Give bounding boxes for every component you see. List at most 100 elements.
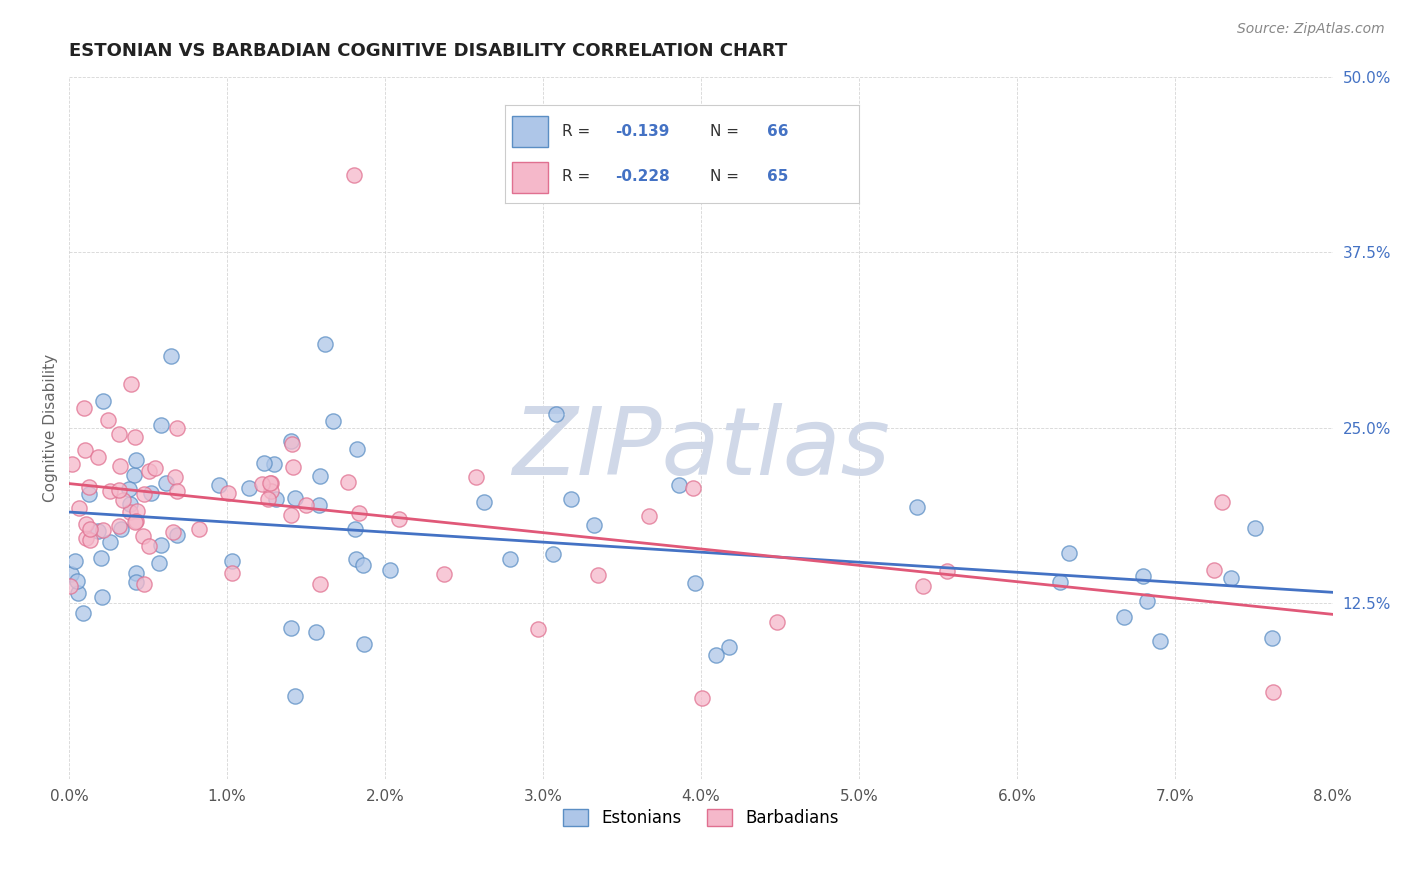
Point	[546, 407, 568, 421]
Point	[118, 497, 141, 511]
Point	[160, 349, 183, 363]
Point	[465, 470, 488, 484]
Point	[256, 491, 278, 506]
Point	[1136, 594, 1159, 608]
Point	[259, 475, 281, 490]
Point	[79, 522, 101, 536]
Point	[264, 491, 287, 506]
Point	[668, 477, 690, 491]
Point	[76, 531, 98, 545]
Point	[766, 615, 789, 629]
Point	[66, 586, 89, 600]
Point	[1243, 521, 1265, 535]
Point	[139, 486, 162, 500]
Point	[704, 648, 727, 662]
Point	[221, 554, 243, 568]
Point	[118, 482, 141, 496]
Point	[66, 574, 89, 588]
Point	[586, 567, 609, 582]
Point	[280, 434, 302, 448]
Point	[138, 540, 160, 554]
Point	[682, 481, 704, 495]
Point	[138, 464, 160, 478]
Point	[132, 577, 155, 591]
Point	[250, 477, 273, 491]
Point	[309, 469, 332, 483]
Point	[1132, 568, 1154, 582]
Point	[72, 607, 94, 621]
Point	[150, 417, 173, 432]
Point	[252, 456, 274, 470]
Point	[637, 509, 659, 524]
Point	[281, 436, 304, 450]
Point	[284, 689, 307, 703]
Point	[1220, 571, 1243, 585]
Point	[238, 482, 260, 496]
Y-axis label: Cognitive Disability: Cognitive Disability	[44, 354, 58, 502]
Point	[86, 450, 108, 464]
Point	[342, 168, 364, 182]
Point	[344, 551, 367, 566]
Text: Source: ZipAtlas.com: Source: ZipAtlas.com	[1237, 22, 1385, 37]
Point	[472, 495, 495, 509]
Point	[163, 469, 186, 483]
Point	[280, 621, 302, 635]
Point	[90, 590, 112, 604]
Point	[305, 624, 328, 639]
Point	[263, 457, 285, 471]
Point	[134, 487, 156, 501]
Point	[90, 551, 112, 566]
Point	[284, 491, 307, 506]
Point	[388, 512, 411, 526]
Point	[322, 414, 344, 428]
Point	[60, 458, 83, 472]
Point	[346, 442, 368, 456]
Point	[718, 640, 741, 654]
Point	[120, 376, 142, 391]
Point	[155, 476, 177, 491]
Point	[1057, 545, 1080, 559]
Point	[91, 523, 114, 537]
Text: ESTONIAN VS BARBADIAN COGNITIVE DISABILITY CORRELATION CHART: ESTONIAN VS BARBADIAN COGNITIVE DISABILI…	[69, 42, 787, 60]
Point	[131, 528, 153, 542]
Point	[127, 504, 149, 518]
Point	[87, 524, 110, 538]
Point	[77, 480, 100, 494]
Point	[108, 426, 131, 441]
Point	[166, 528, 188, 542]
Point	[683, 575, 706, 590]
Point	[217, 485, 239, 500]
Point	[260, 475, 283, 490]
Point	[75, 443, 97, 458]
Point	[125, 452, 148, 467]
Point	[690, 690, 713, 705]
Point	[63, 554, 86, 568]
Point	[541, 547, 564, 561]
Point	[108, 459, 131, 474]
Point	[125, 575, 148, 590]
Point	[98, 483, 121, 498]
Point	[280, 508, 302, 523]
Point	[124, 515, 146, 529]
Point	[108, 519, 131, 533]
Point	[907, 500, 929, 515]
Text: ZIPatlas: ZIPatlas	[512, 403, 890, 494]
Point	[353, 637, 375, 651]
Point	[59, 567, 82, 582]
Point	[314, 337, 336, 351]
Point	[582, 518, 605, 533]
Point	[499, 552, 522, 566]
Point	[148, 556, 170, 570]
Point	[187, 522, 209, 536]
Point	[295, 498, 318, 512]
Point	[166, 484, 188, 499]
Point	[124, 430, 146, 444]
Point	[912, 579, 935, 593]
Point	[125, 566, 148, 580]
Point	[1049, 575, 1071, 590]
Point	[1112, 610, 1135, 624]
Point	[281, 459, 304, 474]
Point	[125, 514, 148, 528]
Point	[1260, 632, 1282, 646]
Point	[208, 477, 231, 491]
